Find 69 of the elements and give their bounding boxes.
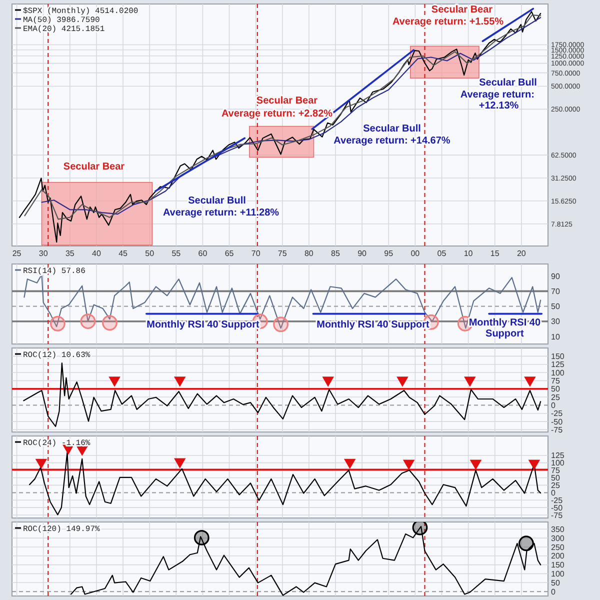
y-tick-label: 70 bbox=[551, 286, 560, 296]
x-tick-label: 80 bbox=[304, 249, 314, 258]
x-tick-label: 25 bbox=[12, 249, 22, 258]
x-tick-label: 85 bbox=[331, 249, 341, 258]
legend-label: ROC(120) 149.97% bbox=[23, 525, 100, 534]
y-tick-label: 0 bbox=[551, 587, 556, 596]
y-tick-label: 75 bbox=[551, 376, 560, 386]
y-tick-label: -75 bbox=[551, 426, 564, 435]
y-tick-label: 150 bbox=[551, 352, 565, 361]
x-tick-label: 00 bbox=[410, 249, 420, 258]
x-tick-label: 35 bbox=[65, 249, 75, 258]
x-tick-label: 10 bbox=[464, 249, 474, 258]
annotation: Secular Bear bbox=[63, 162, 125, 172]
x-tick-label: 40 bbox=[92, 249, 102, 258]
x-tick-label: 95 bbox=[384, 249, 394, 258]
y-tick-label: 100 bbox=[551, 368, 565, 378]
x-tick-label: 45 bbox=[118, 249, 128, 258]
y-tick-label: 100 bbox=[551, 458, 565, 468]
annotation: Secular Bull bbox=[479, 78, 538, 88]
x-tick-label: 70 bbox=[251, 249, 261, 258]
x-tick-label: 50 bbox=[145, 249, 155, 258]
y-tick-label: 50 bbox=[551, 384, 560, 394]
x-tick-label: 60 bbox=[198, 249, 208, 258]
annotation: Average return: +14.67% bbox=[334, 136, 450, 146]
y-tick-label: 25 bbox=[551, 481, 560, 490]
annotation: Average return: +12.13% bbox=[460, 90, 538, 112]
y-tick-label: 300 bbox=[551, 534, 565, 543]
annotation: Secular Bull bbox=[363, 124, 422, 134]
x-tick-label: 55 bbox=[172, 249, 182, 258]
annotation: Secular Bear bbox=[431, 4, 493, 16]
y-tick-label: 0 bbox=[551, 488, 556, 498]
y-tick-label: -25 bbox=[551, 496, 564, 505]
y-tick-label: 350 bbox=[551, 524, 565, 534]
annotation: Secular Bull bbox=[188, 196, 246, 206]
y-tick-label: 150 bbox=[551, 560, 565, 570]
y-tick-label: 50 bbox=[551, 474, 560, 483]
y-tick-label: -25 bbox=[551, 409, 564, 418]
y-tick-label: -50 bbox=[551, 417, 564, 426]
y-tick-label: 75 bbox=[551, 466, 560, 476]
x-tick-label: 75 bbox=[278, 249, 288, 258]
x-tick-label: 20 bbox=[516, 249, 526, 258]
y-tick-label: 125 bbox=[551, 451, 565, 460]
x-tick-label: 30 bbox=[38, 249, 48, 258]
annotation: Average return: +1.55% bbox=[392, 16, 504, 28]
y-tick-label: 30 bbox=[551, 317, 560, 326]
legend-label: EMA(20) 4215.1851 bbox=[23, 25, 105, 34]
y-tick-label: 100 bbox=[551, 570, 565, 579]
y-tick-label: 10 bbox=[551, 332, 560, 342]
x-tick-label: 05 bbox=[437, 249, 447, 258]
y-tick-label: 25 bbox=[551, 392, 560, 402]
y-tick-label: 200 bbox=[551, 552, 565, 561]
annotation: Secular Bear bbox=[256, 96, 318, 106]
y-tick-label: 0 bbox=[551, 401, 556, 410]
y-tick-label: 90 bbox=[551, 272, 560, 281]
legend-label: ROC(24) -1.16% bbox=[23, 439, 90, 448]
annotation: Average return: +11.28% bbox=[162, 208, 280, 218]
legend-label: MA(50) 3986.7590 bbox=[23, 16, 100, 25]
y-tick-label: 250 bbox=[551, 542, 565, 552]
y-tick-label: 125 bbox=[551, 360, 565, 370]
legend-label: ROC(12) 10.63% bbox=[23, 351, 90, 360]
y-tick-label: 50 bbox=[551, 578, 560, 588]
y-tick-label: -75 bbox=[551, 510, 564, 520]
x-tick-label: 90 bbox=[358, 249, 368, 258]
x-tick-label: 65 bbox=[224, 249, 234, 258]
y-tick-label: -50 bbox=[551, 503, 564, 512]
legend-label: RSI(14) 57.86 bbox=[23, 267, 86, 276]
x-tick-label: 15 bbox=[490, 249, 500, 258]
y-tick-label: 50 bbox=[551, 302, 560, 312]
legend-label: $SPX (Monthly) 4514.0200 bbox=[23, 7, 138, 16]
